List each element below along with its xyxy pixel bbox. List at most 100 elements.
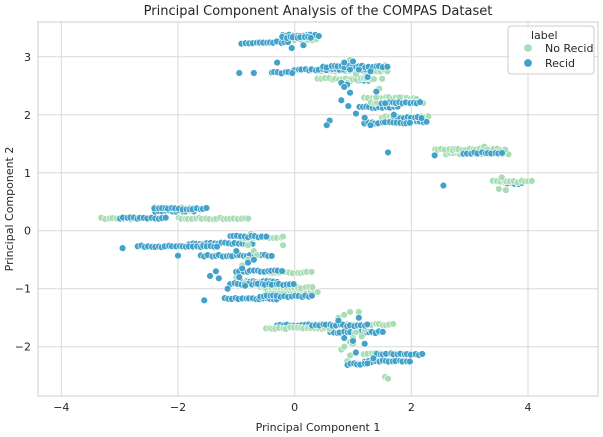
point-recid — [352, 109, 360, 118]
point-recid — [202, 204, 211, 212]
point-no-recid — [279, 232, 287, 241]
point-recid — [244, 258, 252, 267]
x-tick-label: −4 — [53, 401, 69, 414]
point-recid — [306, 34, 315, 42]
point-recid — [340, 83, 348, 91]
legend: label No Recid Recid — [507, 25, 595, 75]
point-recid — [372, 87, 381, 96]
point-recid — [439, 181, 448, 190]
point-recid — [346, 89, 354, 97]
legend-marker-no-recid — [523, 43, 533, 53]
point-recid — [363, 73, 372, 81]
point-recid — [308, 292, 316, 300]
plot-background — [38, 22, 598, 396]
point-recid — [360, 340, 369, 348]
point-no-recid — [307, 268, 316, 276]
point-recid — [366, 121, 375, 129]
point-recid — [235, 69, 243, 77]
point-recid — [363, 320, 372, 329]
point-recid — [346, 65, 354, 74]
point-recid — [118, 244, 127, 252]
point-no-recid — [308, 283, 317, 291]
point-no-recid — [358, 332, 366, 340]
point-recid — [344, 102, 353, 110]
point-no-recid — [528, 177, 536, 185]
point-recid — [262, 232, 271, 241]
point-recid — [418, 350, 426, 358]
point-no-recid — [244, 214, 252, 223]
point-recid — [430, 151, 439, 160]
point-recid — [268, 252, 276, 260]
point-recid — [366, 67, 375, 75]
scatter-points — [97, 31, 536, 383]
y-tick-label: −1 — [15, 283, 31, 296]
point-recid — [340, 58, 348, 67]
x-tick-label: 2 — [408, 401, 415, 414]
point-recid — [363, 359, 372, 368]
y-tick-label: −2 — [15, 341, 31, 354]
point-recid — [422, 118, 431, 126]
point-recid — [360, 113, 369, 122]
point-recid — [213, 242, 221, 251]
point-recid — [406, 357, 414, 366]
point-recid — [238, 264, 246, 273]
point-recid — [406, 119, 414, 127]
point-no-recid — [389, 320, 397, 328]
point-recid — [212, 267, 220, 276]
point-no-recid — [346, 308, 354, 316]
x-tick-label: 0 — [291, 401, 298, 414]
point-recid — [381, 99, 389, 107]
point-no-recid — [244, 241, 252, 249]
y-tick-label: 0 — [24, 225, 31, 238]
point-no-recid — [340, 311, 348, 319]
y-axis-label: Principal Component 2 — [3, 147, 16, 272]
plot-frame — [37, 21, 599, 397]
legend-title: label — [531, 29, 558, 42]
point-recid — [288, 69, 296, 77]
point-recid — [299, 41, 308, 49]
point-no-recid — [279, 241, 287, 249]
point-no-recid — [502, 186, 510, 194]
x-tick-label: 4 — [525, 401, 532, 414]
point-recid — [390, 111, 398, 119]
point-recid — [355, 314, 363, 322]
point-recid — [235, 273, 243, 281]
point-recid — [355, 65, 363, 74]
y-tick-label: 1 — [24, 167, 31, 180]
point-recid — [369, 354, 378, 363]
legend-label-no-recid: No Recid — [545, 42, 593, 55]
point-recid — [223, 285, 232, 293]
point-recid — [250, 69, 258, 77]
point-no-recid — [340, 343, 348, 351]
point-recid — [337, 96, 346, 104]
point-recid — [250, 256, 258, 264]
point-recid — [289, 280, 298, 288]
x-axis-label: Principal Component 1 — [256, 421, 381, 434]
point-recid — [340, 334, 348, 342]
point-recid — [215, 274, 223, 282]
point-no-recid — [498, 173, 506, 182]
point-recid — [334, 316, 343, 325]
point-recid — [379, 328, 387, 336]
y-tick-labels: −2 −1 0 1 2 3 — [15, 51, 31, 354]
point-recid — [383, 63, 392, 71]
point-no-recid — [370, 75, 378, 83]
x-tick-labels: −4 −2 0 2 4 — [53, 401, 531, 414]
point-recid — [315, 32, 323, 40]
point-recid — [161, 214, 170, 222]
point-recid — [384, 148, 392, 157]
point-recid — [417, 114, 426, 122]
x-tick-label: −2 — [170, 401, 186, 414]
point-no-recid — [495, 185, 503, 193]
point-recid — [241, 282, 249, 290]
point-recid — [278, 267, 286, 275]
point-recid — [498, 149, 506, 157]
chart-title: Principal Component Analysis of the COMP… — [144, 4, 493, 19]
point-recid — [416, 98, 424, 106]
point-recid — [200, 296, 208, 305]
point-recid — [349, 57, 357, 66]
point-no-recid — [313, 288, 322, 296]
y-tick-label: 2 — [24, 109, 31, 122]
y-tick-label: 3 — [24, 51, 31, 64]
